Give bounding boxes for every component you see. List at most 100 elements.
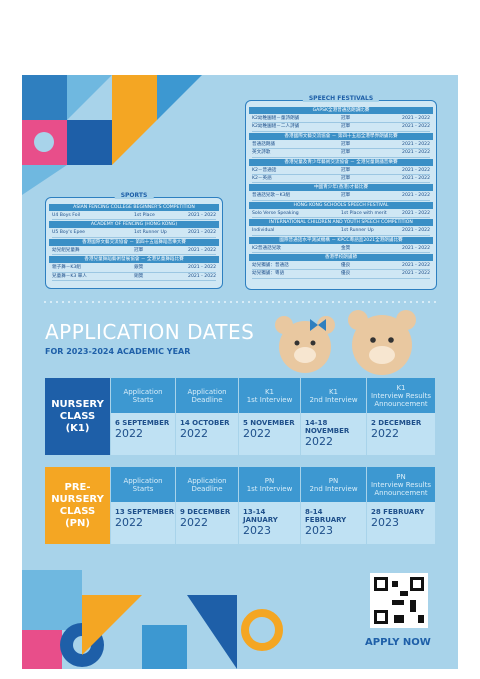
pre-nursery-table: PRE- NURSERY CLASS (PN) Application Starts App… bbox=[45, 467, 435, 544]
award-cell: 普通話兒歌－K3組 bbox=[252, 193, 291, 199]
date-line: 14-18 bbox=[305, 419, 328, 427]
date-cell: 28 FEBRUARY 2023 bbox=[366, 502, 435, 544]
award-cell: Solo Verse Speaking bbox=[252, 210, 299, 216]
class-line: NURSERY bbox=[51, 493, 104, 505]
award-row: 幼兒獨誦：普通話 優良 2021 - 2022 bbox=[252, 262, 430, 271]
date-line: FEBRUARY bbox=[305, 516, 347, 524]
award-cell: 冠軍 bbox=[341, 124, 351, 130]
header-line: PN bbox=[328, 476, 339, 485]
award-row: 幼兒組兒童舞 冠軍 2021 - 2022 bbox=[52, 247, 216, 256]
award-cell: Individual bbox=[252, 228, 275, 234]
award-cell: 冠軍 bbox=[341, 167, 351, 173]
column-header: Application Starts bbox=[110, 378, 175, 413]
date-line: 2022 bbox=[180, 427, 208, 440]
award-cell: 銀獎 bbox=[134, 265, 144, 271]
award-cell: K2－普通話 bbox=[252, 167, 277, 173]
award-row: U4 Boys Foil 1st Place 2021 - 2022 bbox=[52, 212, 216, 221]
header-line: PN bbox=[264, 476, 275, 485]
header-line: Application bbox=[123, 476, 163, 485]
header-line: 1st Interview bbox=[246, 484, 293, 493]
award-cell: 冠軍 bbox=[341, 141, 351, 147]
award-cell: 幼兒組兒童舞 bbox=[52, 247, 80, 253]
award-cell: 2021 - 2022 bbox=[188, 213, 216, 218]
box-title: SPORTS bbox=[114, 192, 154, 199]
date-line: 28 FEBRUARY bbox=[371, 508, 425, 516]
date-line: JANUARY bbox=[243, 516, 278, 524]
date-line: 2022 bbox=[305, 435, 333, 448]
column-header: PN 2nd Interview bbox=[300, 467, 366, 502]
award-cell: 2021 - 2022 bbox=[402, 150, 430, 156]
award-cell: 優良 bbox=[341, 271, 351, 277]
section-heading: 香港國際文藝交流協會 － 第四十五屆全港學界朗誦比賽 bbox=[249, 132, 433, 140]
section-heading: 香港學校朗誦節 bbox=[249, 253, 433, 261]
award-row: Solo Verse Speaking 1st Place with merit 2… bbox=[252, 210, 430, 219]
award-row: U5 Boy's Epee 1st Runner Up 2021 - 2022 bbox=[52, 229, 216, 238]
class-line: CLASS bbox=[59, 505, 96, 517]
date-cell: 13-14 JANUARY 2023 bbox=[238, 502, 300, 544]
award-cell: U5 Boy's Epee bbox=[52, 230, 86, 236]
award-cell: K2幼稚園組－童詩朗誦 bbox=[252, 116, 300, 121]
section-heading: 國際普通話水平測試機構 － KPCC粵語盃2021全港朗誦比賽 bbox=[249, 236, 433, 244]
award-row: 普通話朗誦 冠軍 2021 - 2022 bbox=[252, 141, 430, 150]
date-line: 2022 bbox=[115, 516, 143, 529]
column-header: PN 1st Interview bbox=[238, 467, 300, 502]
award-cell: 2021 - 2022 bbox=[188, 265, 216, 271]
section-heading: 香港國際文藝交流協會 － 第四十五屆舞蹈音樂大賽 bbox=[49, 238, 219, 246]
award-cell: 2021 - 2022 bbox=[402, 262, 430, 268]
award-cell: 1st Runner Up bbox=[134, 230, 167, 236]
award-cell: 幼兒獨誦：普通話 bbox=[252, 262, 289, 268]
date-line: 13-14 bbox=[243, 508, 266, 516]
date-line: 13 SEPTEMBER bbox=[115, 508, 175, 516]
sports: SPORTS ASIAN FENCING COLLEGE BEGINNER'S C… bbox=[45, 192, 223, 289]
award-row: 幼兒獨誦：粵語 優良 2021 - 2022 bbox=[252, 270, 430, 279]
poster: SPEECH FESTIVALS GAPSK全港普通話朗讀比賽 K2幼稚園組－童詩朗… bbox=[22, 75, 458, 669]
section-heading: ACADEMY OF FENCING (HONG KONG) bbox=[49, 221, 219, 229]
date-line: 2022 bbox=[243, 427, 271, 440]
award-cell: 2021 - 2022 bbox=[402, 228, 430, 234]
date-line: 2 DECEMBER bbox=[371, 419, 422, 427]
section-heading: 香港兒童舞蹈藝術發展協會 － 全港兒童舞蹈比賽 bbox=[49, 256, 219, 264]
award-row: 親子舞－K3組 銀獎 2021 - 2022 bbox=[52, 264, 216, 273]
date-cell: 13 SEPTEMBER 2022 bbox=[110, 502, 175, 544]
date-line: 2023 bbox=[371, 516, 399, 529]
award-cell: 英文詩歌 bbox=[252, 150, 271, 156]
section-heading: HONG KONG SCHOOLS SPEECH FESTIVAL bbox=[249, 201, 433, 209]
column-header: K1 1st Interview bbox=[238, 378, 300, 413]
class-line: (PN) bbox=[65, 517, 90, 529]
date-line: NOVEMBER bbox=[305, 427, 350, 435]
award-cell: 冠軍 bbox=[341, 193, 351, 199]
date-line: 2022 bbox=[371, 427, 399, 440]
header-line: 2nd Interview bbox=[309, 395, 358, 404]
award-cell: 普通話朗誦 bbox=[252, 141, 275, 147]
column-header: K1 Interview Results Announcement bbox=[366, 378, 435, 413]
header-line: K1 bbox=[264, 387, 275, 396]
award-cell: 2021 - 2022 bbox=[402, 175, 430, 181]
speech-festivals: SPEECH FESTIVALS GAPSK全港普通話朗讀比賽 K2幼稚園組－童詩朗… bbox=[245, 95, 437, 290]
header-line: Application bbox=[123, 387, 163, 396]
award-cell: 2021 - 2022 bbox=[402, 193, 430, 199]
section-heading: INTERNATIONAL CHILDREN AND YOUTH SPEECH … bbox=[249, 219, 433, 227]
header-line: Interview Results bbox=[370, 480, 432, 489]
award-cell: 優良 bbox=[341, 262, 351, 268]
column-header: Application Deadline bbox=[175, 378, 238, 413]
award-cell: 冠軍 bbox=[341, 175, 351, 181]
header-line: Interview Results bbox=[370, 391, 432, 400]
class-label: NURSERY CLASS (K1) bbox=[45, 378, 110, 455]
award-row: Individual 1st Runner Up 2021 - 2022 bbox=[252, 227, 430, 236]
cta: APPLY NOW bbox=[365, 637, 431, 648]
column-header: Application Deadline bbox=[175, 467, 238, 502]
heading: APPLICATION DATES bbox=[45, 320, 255, 344]
header-line: Starts bbox=[132, 395, 154, 404]
award-cell: 冠軍 bbox=[134, 247, 144, 253]
award-cell: 冠軍 bbox=[341, 116, 351, 121]
date-line: 2022 bbox=[115, 427, 143, 440]
award-row: K2－英語 冠軍 2021 - 2022 bbox=[252, 175, 430, 184]
class-line: PRE- bbox=[64, 481, 91, 493]
date-line: 8-14 bbox=[305, 508, 323, 516]
bears bbox=[275, 310, 416, 375]
date-cell: 14 OCTOBER 2022 bbox=[175, 413, 238, 455]
award-cell: K2－英語 bbox=[252, 175, 272, 181]
header-line: Application bbox=[187, 387, 227, 396]
date-line: 2022 bbox=[180, 516, 208, 529]
award-row: K2普通話兒歌 金獎 2021 - 2022 bbox=[252, 245, 430, 253]
